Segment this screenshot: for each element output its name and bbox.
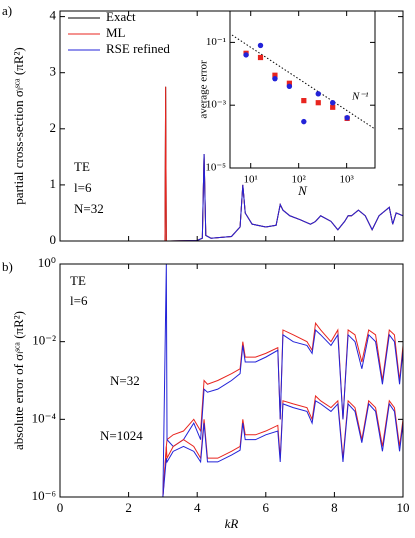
x-tick-label: 2: [125, 500, 132, 515]
marker: [330, 100, 336, 106]
marker: [286, 83, 293, 89]
annotation: TE: [74, 159, 90, 174]
marker: [257, 42, 264, 49]
y-tick-label: 10⁰: [38, 255, 56, 270]
x-tick-label: 10¹: [244, 174, 258, 186]
marker: [286, 80, 292, 86]
x-tick-label: 10²: [292, 174, 307, 186]
y-tick-label: 10⁻¹: [206, 36, 226, 48]
annotation: N=32: [110, 373, 140, 388]
marker: [315, 91, 321, 97]
annotation: l=6: [70, 293, 88, 308]
panel-label: a): [2, 3, 12, 18]
marker: [330, 104, 336, 110]
y-tick-label: 0: [50, 232, 57, 247]
y-tick-label: 4: [50, 8, 57, 23]
plot-area: [231, 34, 375, 130]
y-tick-label: 10⁻²: [32, 333, 56, 348]
axis-frame: [229, 10, 376, 169]
x-tick-label: 4: [194, 500, 201, 515]
marker: [301, 118, 307, 125]
x-tick-label: 8: [331, 500, 338, 515]
reference-line: [231, 34, 375, 130]
x-axis-label: kR: [225, 516, 239, 531]
marker: [243, 52, 249, 58]
inset-background: [230, 11, 375, 168]
annotation: l=6: [74, 180, 92, 195]
panel-label: b): [2, 259, 13, 274]
annotation: N=32: [74, 201, 104, 216]
marker: [315, 100, 321, 106]
series-line: [162, 264, 403, 497]
plot-area: [60, 86, 403, 241]
plot-area: [162, 264, 403, 497]
annotation: N⁻¹: [351, 91, 368, 103]
series-line: [162, 400, 403, 497]
annotation: N=1024: [100, 428, 143, 443]
marker: [344, 114, 350, 121]
annotation: TE: [70, 273, 86, 288]
y-axis-label: absolute error of σₗˢᶜᵃ (πR²): [11, 311, 26, 450]
x-tick-label: 0: [57, 500, 64, 515]
legend-label: ML: [106, 25, 126, 40]
marker: [301, 98, 307, 104]
y-tick-label: 10⁻⁶: [32, 488, 56, 503]
marker: [272, 75, 278, 82]
y-tick-label: 10⁻³: [206, 99, 227, 111]
marker: [272, 72, 278, 78]
y-axis-label: average error: [198, 60, 210, 119]
x-tick-label: 6: [263, 500, 270, 515]
axis-frame: [59, 263, 404, 498]
y-tick-label: 3: [50, 64, 57, 79]
series-line: [60, 154, 403, 241]
legend-label: RSE refined: [106, 41, 170, 56]
series-line: [162, 321, 403, 497]
x-axis-label: N: [297, 183, 308, 198]
x-tick-label: 10: [397, 500, 410, 515]
x-tick-label: 10³: [339, 174, 354, 186]
y-tick-label: 2: [50, 120, 57, 135]
y-tick-label: 1: [50, 176, 57, 191]
marker: [257, 54, 264, 61]
legend-label: Exact: [106, 9, 136, 24]
y-tick-label: 10⁻⁵: [205, 162, 226, 174]
y-axis-label: partial cross-section σₗˢᶜᵃ (πR²): [11, 47, 26, 204]
y-tick-label: 10⁻⁴: [32, 410, 57, 425]
